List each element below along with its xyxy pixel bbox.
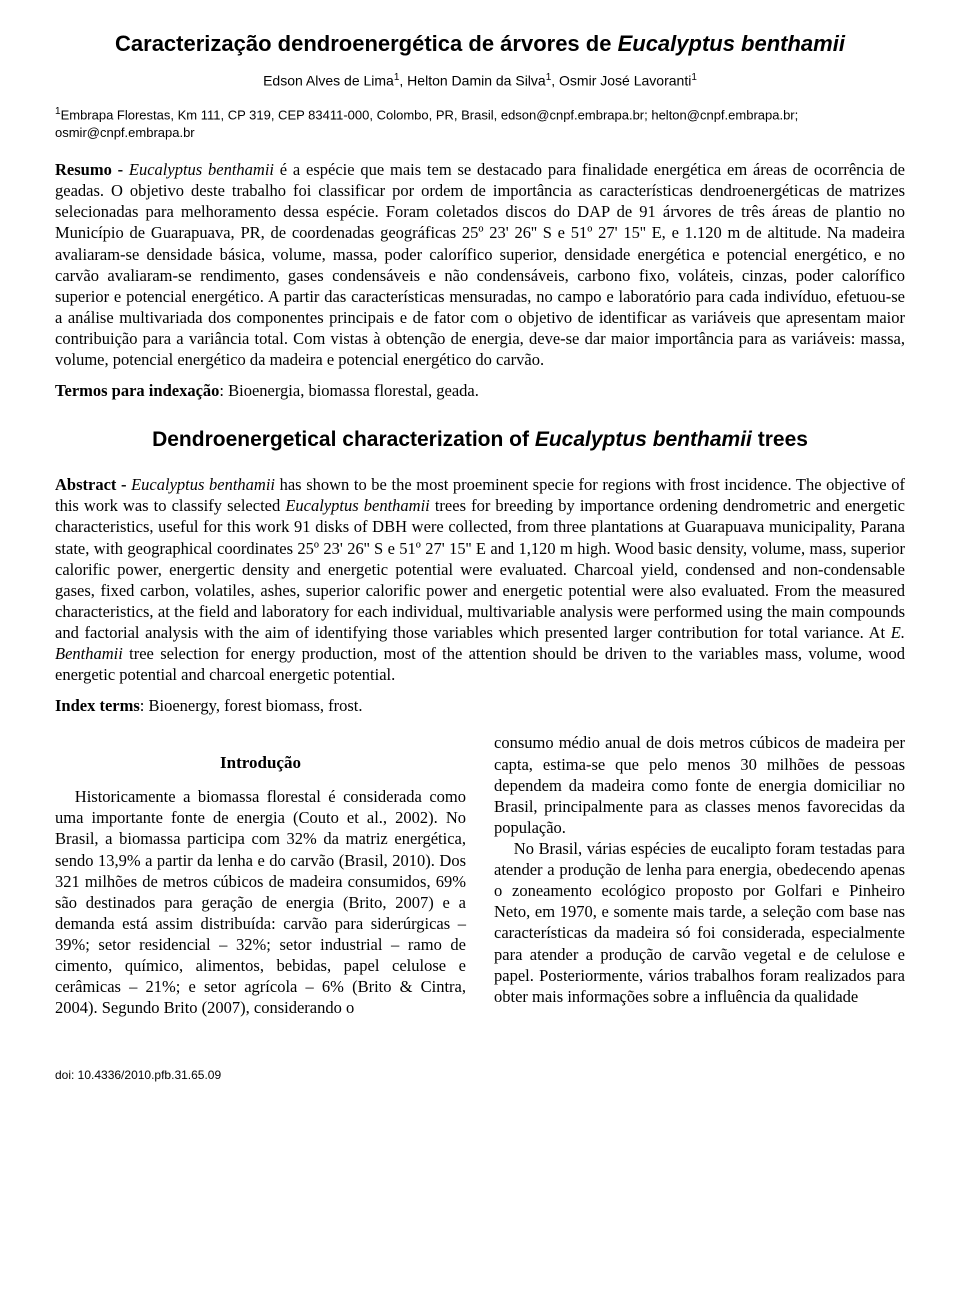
subtitle-text-b: trees xyxy=(752,428,808,451)
paper-title: Caracterização dendroenergética de árvor… xyxy=(55,30,905,58)
abstract-block: Abstract - Eucalyptus benthamii has show… xyxy=(55,474,905,685)
intro-heading: Introdução xyxy=(55,752,466,774)
title-text: Caracterização dendroenergética de árvor… xyxy=(115,31,618,56)
left-column: Introdução Historicamente a biomassa flo… xyxy=(55,732,466,1018)
subtitle-species: Eucalyptus benthamii xyxy=(535,428,752,451)
body-columns: Introdução Historicamente a biomassa flo… xyxy=(55,732,905,1018)
termos-block: Termos para indexação: Bioenergia, bioma… xyxy=(55,380,905,401)
right-column: consumo médio anual de dois metros cúbic… xyxy=(494,732,905,1018)
affiliation: 1Embrapa Florestas, Km 111, CP 319, CEP … xyxy=(55,105,905,141)
subtitle-text-a: Dendroenergetical characterization of xyxy=(152,428,535,451)
index-terms-block: Index terms: Bioenergy, forest biomass, … xyxy=(55,695,905,716)
resumo-block: Resumo - Eucalyptus benthamii é a espéci… xyxy=(55,159,905,370)
title-species: Eucalyptus benthamii xyxy=(618,31,845,56)
doi-line: doi: 10.4336/2010.pfb.31.65.09 xyxy=(55,1068,905,1083)
left-column-text: Historicamente a biomassa florestal é co… xyxy=(55,786,466,1018)
authors-line: Edson Alves de Lima1, Helton Damin da Si… xyxy=(55,72,905,91)
english-subtitle: Dendroenergetical characterization of Eu… xyxy=(55,427,905,454)
